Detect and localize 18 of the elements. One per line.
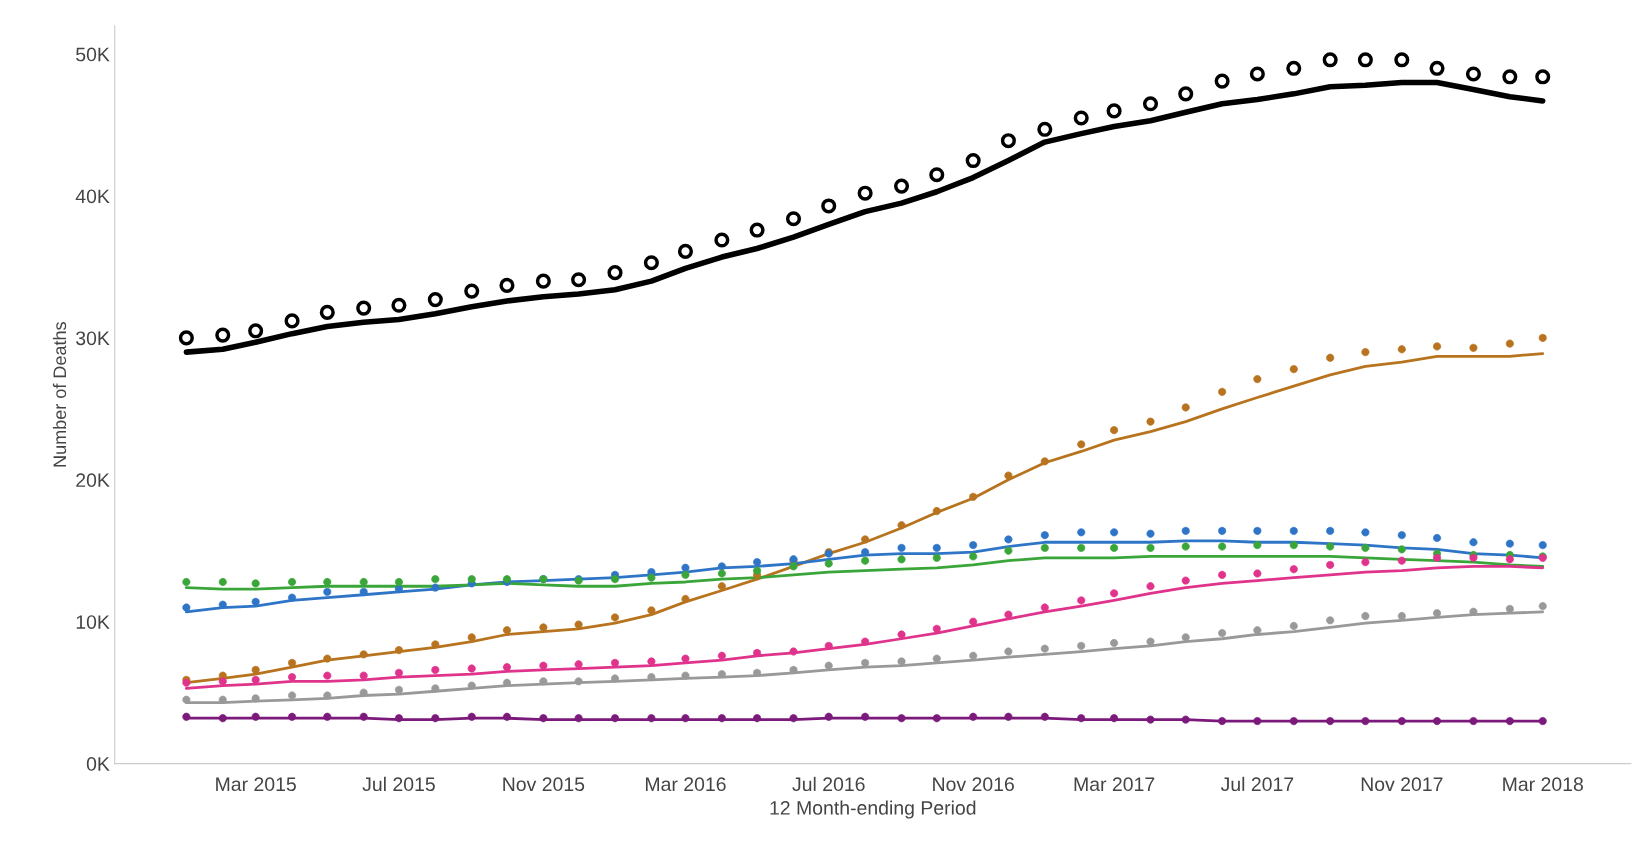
- x-tick-label: Jul 2017: [1220, 776, 1294, 792]
- y-tick-label: 0K: [86, 757, 110, 771]
- y-tick-label: 10K: [76, 615, 110, 629]
- y-tick-label: 30K: [76, 331, 110, 346]
- y-tick-label: 20K: [76, 473, 110, 488]
- x-axis-title: 12 Month-ending Period: [770, 800, 976, 819]
- x-tick-label: Mar 2018: [1503, 777, 1583, 792]
- x-tick-label: Mar 2017: [1074, 777, 1155, 792]
- x-tick-label: Mar 2016: [645, 777, 726, 792]
- x-tick-label: Jul 2015: [362, 776, 435, 792]
- x-tick-label: Mar 2015: [216, 777, 296, 792]
- y-axis-title: Number of Deaths: [52, 322, 67, 467]
- x-tick-label: Jul 2016: [792, 776, 865, 792]
- x-tick-label: Nov 2015: [503, 777, 585, 792]
- y-tick-label: 40K: [75, 189, 110, 204]
- y-tick-label: 50K: [76, 47, 110, 62]
- x-tick-label: Nov 2016: [933, 777, 1014, 792]
- x-tick-label: Nov 2017: [1361, 777, 1443, 792]
